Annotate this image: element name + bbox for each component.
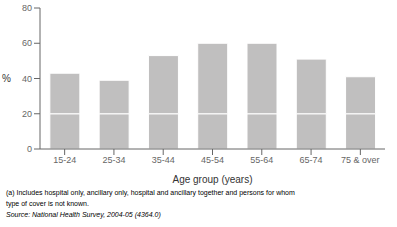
html-text:(a) Includes hospital only, an: (a) Includes hospital only, ancillary on… xyxy=(6,189,295,196)
svg-text:40: 40 xyxy=(22,74,32,84)
svg-text:20: 20 xyxy=(22,109,32,119)
svg-text:45-54: 45-54 xyxy=(201,155,224,165)
svg-text:0: 0 xyxy=(27,144,32,154)
svg-text:25-34: 25-34 xyxy=(102,155,125,165)
svg-text:60: 60 xyxy=(22,38,32,48)
svg-text:15-24: 15-24 xyxy=(53,155,76,165)
svg-text:35-44: 35-44 xyxy=(152,155,175,165)
svg-text:Age group (years): Age group (years) xyxy=(172,174,252,185)
svg-text:65-74: 65-74 xyxy=(300,155,323,165)
html-text:type of cover is not known.: type of cover is not known. xyxy=(6,200,89,207)
html-text:Source: National Health Survey: Source: National Health Survey, 2004-05 … xyxy=(6,211,161,218)
svg-text:55-64: 55-64 xyxy=(250,155,273,165)
svg-text:80: 80 xyxy=(22,3,32,13)
svg-text:%: % xyxy=(8,73,11,84)
svg-text:75 & over: 75 & over xyxy=(341,155,380,165)
